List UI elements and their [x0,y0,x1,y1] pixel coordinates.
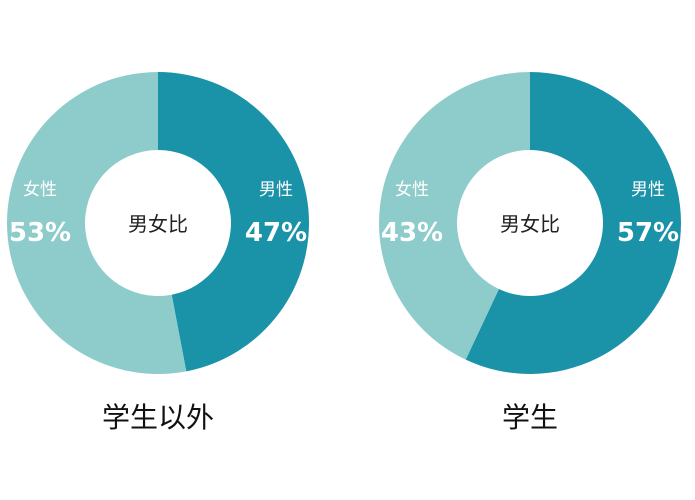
donut-slice-male [158,72,309,372]
slice-name-label: 男性 [631,180,665,200]
chart-caption: 学生以外 [102,401,214,434]
donut-slice-female [379,72,530,360]
slice-percent-label: 43% [381,218,443,248]
center-label: 男女比 [128,212,188,236]
slice-percent-label: 53% [9,218,71,248]
chart-caption: 学生 [502,401,558,434]
slice-name-label: 男性 [259,180,293,200]
donut-slice-male [465,72,682,374]
slice-name-label: 女性 [23,180,57,200]
slice-percent-label: 47% [245,218,307,248]
slice-name-label: 女性 [395,180,429,200]
center-label: 男女比 [500,212,560,236]
donut-slice-female [6,72,187,375]
slice-percent-label: 57% [617,218,679,248]
